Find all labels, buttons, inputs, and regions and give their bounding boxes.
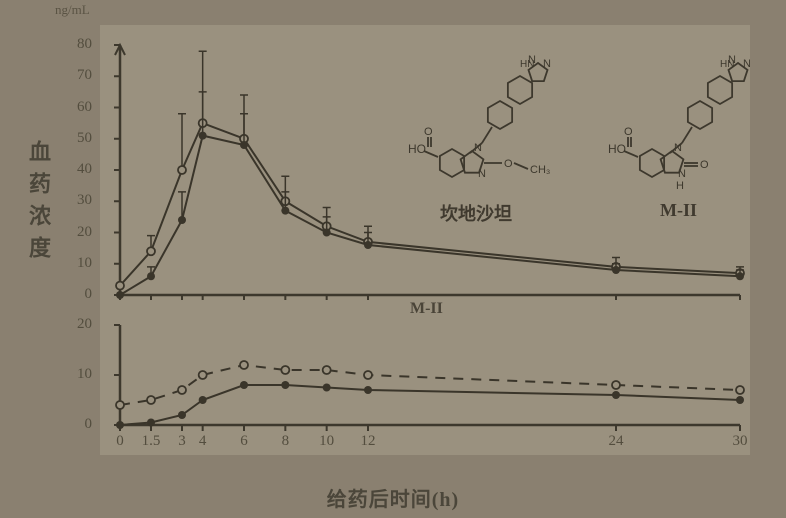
ytick-label: 30	[62, 192, 92, 209]
svg-text:O: O	[504, 158, 513, 170]
xtick-label: 12	[361, 433, 376, 450]
ytick-label: 40	[62, 161, 92, 178]
xtick-label: 30	[733, 433, 748, 450]
ytick-label: 10	[62, 366, 92, 383]
svg-text:O: O	[624, 126, 633, 138]
ytick-label: 20	[62, 224, 92, 241]
svg-text:N: N	[743, 58, 750, 70]
svg-text:CH₃: CH₃	[530, 164, 550, 176]
ytick-label: 50	[62, 130, 92, 147]
svg-text:H: H	[676, 180, 684, 192]
xtick-label: 24	[609, 433, 624, 450]
ytick-label: 60	[62, 99, 92, 116]
xtick-label: 1.5	[142, 433, 161, 450]
ytick-label: 10	[62, 255, 92, 272]
chart-container: ng/mL 血药浓度 NNHNNNHOOOCH₃NNHNNNHOOOH 给药后时…	[0, 0, 786, 518]
ytick-label: 80	[62, 36, 92, 53]
svg-text:O: O	[700, 159, 709, 171]
ytick-label: 70	[62, 67, 92, 84]
plot-svg: NNHNNNHOOOCH₃NNHNNNHOOOH	[100, 25, 750, 455]
structure-label-m2: M-II	[660, 200, 697, 221]
svg-text:HN: HN	[520, 59, 534, 70]
xtick-label: 8	[282, 433, 290, 450]
svg-text:N: N	[674, 142, 682, 154]
svg-text:O: O	[424, 126, 433, 138]
svg-text:HN: HN	[720, 59, 734, 70]
plot-area: NNHNNNHOOOCH₃NNHNNNHOOOH	[100, 25, 750, 455]
svg-text:N: N	[478, 168, 486, 180]
y-axis-label: 血药浓度	[22, 140, 54, 268]
xtick-label: 4	[199, 433, 207, 450]
ytick-label: 0	[62, 416, 92, 433]
xtick-label: 3	[178, 433, 186, 450]
svg-text:HO: HO	[608, 142, 626, 156]
svg-text:N: N	[543, 58, 551, 70]
y-unit-label: ng/mL	[55, 2, 90, 18]
ytick-label: 0	[62, 286, 92, 303]
svg-text:N: N	[678, 168, 686, 180]
xtick-label: 6	[240, 433, 248, 450]
structure-label-candesartan: 坎地沙坦	[440, 200, 512, 226]
x-axis-label: 给药后时间(h)	[327, 483, 459, 512]
svg-text:N: N	[474, 142, 482, 154]
xtick-label: 10	[319, 433, 334, 450]
lower-panel-label: M-II	[410, 300, 443, 318]
xtick-label: 0	[116, 433, 124, 450]
svg-text:HO: HO	[408, 142, 426, 156]
ytick-label: 20	[62, 316, 92, 333]
